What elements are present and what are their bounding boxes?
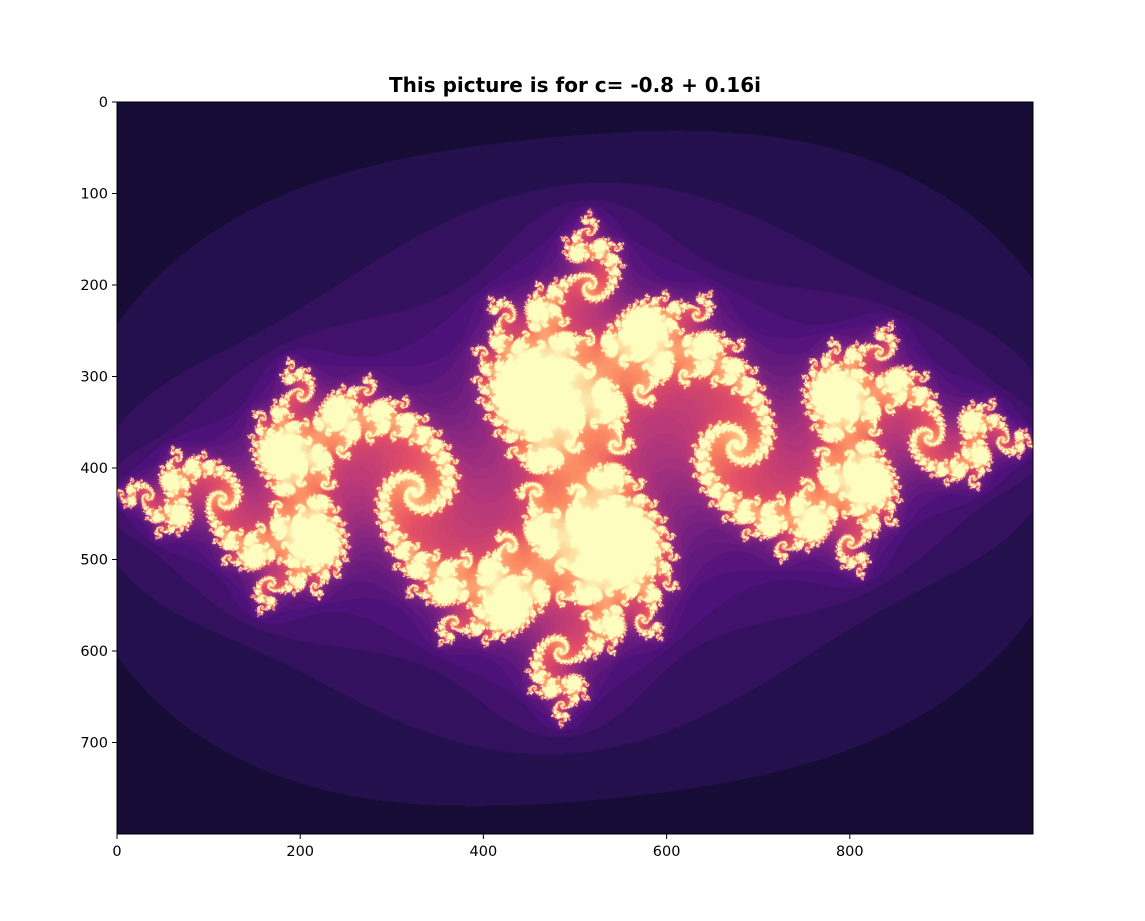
y-tick-label: 400 [80, 461, 108, 477]
y-tick-label: 600 [80, 644, 108, 660]
y-tick-label: 100 [80, 187, 108, 203]
x-tick-label: 0 [112, 844, 121, 860]
y-tick-label: 500 [80, 553, 108, 569]
y-tick-label: 700 [80, 736, 108, 752]
plot-area [116, 101, 1034, 835]
x-tick-label: 400 [470, 844, 498, 860]
x-tick-label: 200 [286, 844, 314, 860]
x-axis: 0 200 400 600 800 [112, 834, 864, 860]
y-tick-label: 300 [80, 370, 108, 386]
y-tick-label: 200 [80, 278, 108, 294]
y-axis: 0 100 200 300 400 500 600 700 [80, 95, 117, 752]
chart-title: This picture is for c= -0.8 + 0.16i [389, 73, 761, 97]
x-tick-label: 600 [653, 844, 681, 860]
x-tick-label: 800 [836, 844, 864, 860]
julia-set-image [117, 102, 1033, 834]
y-tick-label: 0 [99, 95, 108, 111]
